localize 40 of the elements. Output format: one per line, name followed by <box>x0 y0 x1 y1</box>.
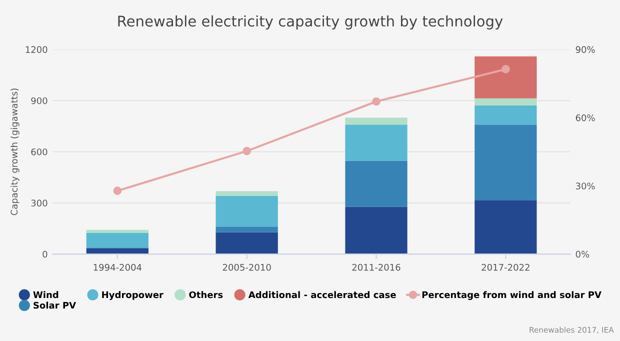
y-tick-label: 1200 <box>26 46 48 54</box>
y-axis-title: Capacity growth (gigawatts) <box>10 88 20 216</box>
bar <box>345 160 408 207</box>
bar <box>86 248 148 254</box>
point <box>372 97 380 106</box>
legend-label: Solar PV <box>34 302 76 309</box>
x-tick-label: 2005-2010 <box>222 264 271 271</box>
legend-label: Hydropower <box>102 291 164 300</box>
y2-tick-label: 30% <box>576 182 595 190</box>
y2-tick-label: 0% <box>576 250 590 258</box>
bar <box>345 124 408 161</box>
bar <box>474 106 537 125</box>
bar <box>474 200 537 254</box>
legend-label: Additional - accelerated case <box>248 291 396 298</box>
legend-label: Percentage from wind and solar PV <box>422 291 602 300</box>
bar <box>345 118 408 125</box>
bar <box>345 206 408 254</box>
y-tick-label: 600 <box>31 148 48 156</box>
bar <box>474 124 537 200</box>
y-tick-label: 0 <box>42 250 48 258</box>
bar <box>216 232 278 254</box>
x-tick-label: 2011-2016 <box>352 264 400 271</box>
bar <box>216 191 278 196</box>
legend-label: Wind <box>33 291 58 298</box>
point <box>502 65 510 74</box>
bar <box>474 56 537 98</box>
point <box>113 186 122 196</box>
chart-title: Renewable electricity capacity growth by technology <box>118 15 503 30</box>
y2-tick-label: 90% <box>576 46 595 54</box>
bar <box>216 196 278 227</box>
y-tick-label: 300 <box>31 200 48 206</box>
bar <box>86 232 148 248</box>
legend-label: Others <box>189 291 223 298</box>
bar <box>216 226 278 232</box>
x-tick-label: 2017-2022 <box>482 264 530 271</box>
y2-tick-label: 60% <box>576 114 595 122</box>
y-tick-label: 900 <box>31 97 48 104</box>
bar <box>474 98 537 106</box>
x-tick-label: 1994-2004 <box>94 264 142 271</box>
point <box>242 146 252 156</box>
